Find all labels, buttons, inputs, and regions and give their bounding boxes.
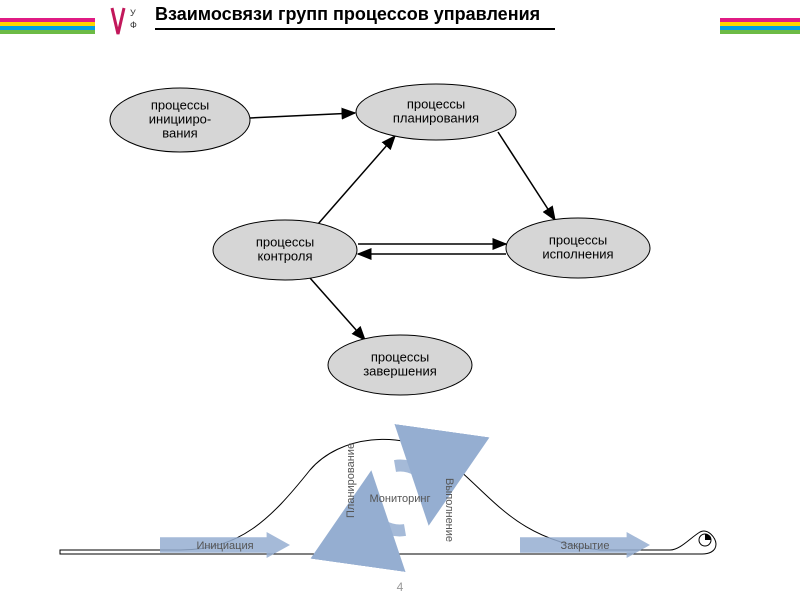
- node-close: процессызавершения: [328, 335, 472, 395]
- node-label-control: процессы: [256, 234, 314, 249]
- node-control: процессыконтроля: [213, 220, 357, 280]
- accent-stripes-right: [720, 18, 800, 34]
- node-label-plan: процессы: [407, 96, 465, 111]
- title-underline: [155, 28, 555, 30]
- logo-text-top: У: [130, 8, 136, 18]
- node-label-close: процессы: [371, 349, 429, 364]
- page-number: 4: [0, 580, 800, 594]
- logo-text-bottom: Ф: [130, 20, 137, 30]
- edge-plan-exec: [498, 132, 555, 220]
- label-closing: Закрытие: [561, 540, 610, 552]
- label-initiation: Инициация: [196, 540, 253, 552]
- node-label-plan: планирования: [393, 110, 479, 125]
- label-planning: Планирование: [345, 443, 357, 518]
- lifecycle-curve: Инициация Закрытие Мониторинг Планирование В…: [40, 420, 760, 575]
- logo-icon: У Ф: [110, 6, 140, 36]
- node-exec: процессыисполнения: [506, 218, 650, 278]
- label-execution: Выполнение: [443, 478, 455, 542]
- label-monitoring: Мониторинг: [369, 493, 430, 505]
- node-label-init: вания: [162, 125, 197, 140]
- page-title: Взаимосвязи групп процессов управления: [155, 4, 540, 25]
- process-flowchart: процессыиницииро-ванияпроцессыпланирован…: [0, 40, 800, 410]
- node-label-init: процессы: [151, 97, 209, 112]
- node-label-exec: исполнения: [542, 246, 613, 261]
- slide-header: У Ф Взаимосвязи групп процессов управлен…: [0, 0, 800, 40]
- edge-init-plan: [250, 113, 355, 118]
- node-label-close: завершения: [363, 363, 437, 378]
- edge-control-close: [310, 278, 365, 340]
- accent-stripes-left: [0, 18, 95, 34]
- node-label-exec: процессы: [549, 232, 607, 247]
- node-init: процессыиницииро-вания: [110, 88, 250, 152]
- node-plan: процессыпланирования: [356, 84, 516, 140]
- node-label-control: контроля: [258, 248, 313, 263]
- node-label-init: иницииро-: [149, 111, 211, 126]
- edge-control-plan: [318, 136, 395, 224]
